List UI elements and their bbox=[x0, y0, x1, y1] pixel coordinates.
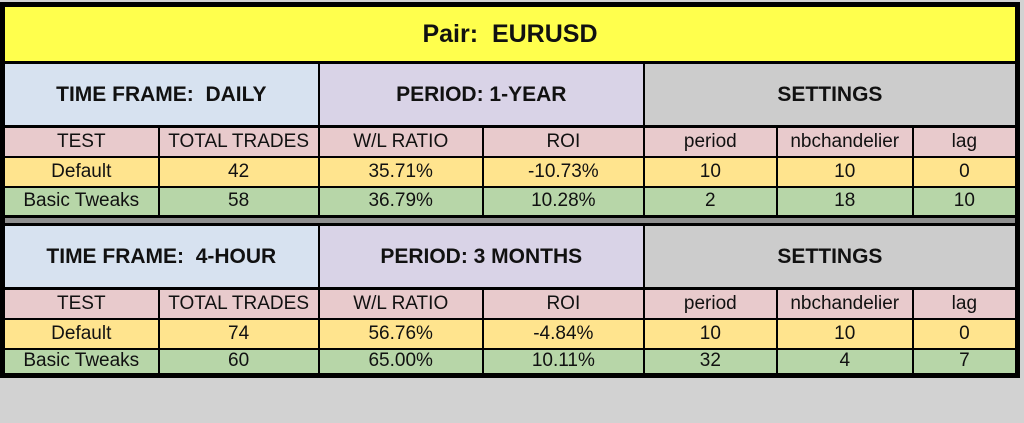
column-header-row-4hour: TEST TOTAL TRADES W/L RATIO ROI period n… bbox=[1, 287, 1019, 320]
period-header-1year: PERIOD: 1-YEAR bbox=[317, 61, 645, 128]
cell-roi: -4.84% bbox=[481, 317, 645, 350]
settings-header-daily: SETTINGS bbox=[642, 61, 1019, 128]
cell-lag: 7 bbox=[911, 347, 1019, 377]
col-header-wl-ratio: W/L RATIO bbox=[317, 287, 484, 320]
col-header-lag: lag bbox=[911, 125, 1019, 158]
cell-wl-ratio: 35.71% bbox=[317, 155, 484, 188]
col-header-nbchandelier: nbchandelier bbox=[775, 125, 914, 158]
col-header-total-trades: TOTAL TRADES bbox=[157, 287, 320, 320]
col-header-roi: ROI bbox=[481, 125, 645, 158]
cell-test: Basic Tweaks bbox=[1, 347, 160, 377]
cell-period: 32 bbox=[642, 347, 778, 377]
row-default-daily: Default 42 35.71% -10.73% 10 10 0 bbox=[1, 155, 1019, 188]
cell-nbchandelier: 18 bbox=[775, 185, 914, 218]
col-header-roi: ROI bbox=[481, 287, 645, 320]
row-basic-tweaks-4hour: Basic Tweaks 60 65.00% 10.11% 32 4 7 bbox=[1, 347, 1019, 377]
cell-lag: 0 bbox=[911, 155, 1019, 188]
settings-header-4hour: SETTINGS bbox=[642, 223, 1019, 290]
cell-test: Default bbox=[1, 155, 160, 188]
cell-roi: 10.28% bbox=[481, 185, 645, 218]
cell-test: Default bbox=[1, 317, 160, 350]
spreadsheet-region: Pair: EURUSD TIME FRAME: DAILY PERIOD: 1… bbox=[0, 2, 1020, 378]
section-header-4hour: TIME FRAME: 4-HOUR PERIOD: 3 MONTHS SETT… bbox=[1, 223, 1019, 290]
title-row: Pair: EURUSD bbox=[1, 3, 1019, 64]
cell-total-trades: 58 bbox=[157, 185, 320, 218]
cell-wl-ratio: 65.00% bbox=[317, 347, 484, 377]
col-header-wl-ratio: W/L RATIO bbox=[317, 125, 484, 158]
col-header-test: TEST bbox=[1, 125, 160, 158]
cell-wl-ratio: 36.79% bbox=[317, 185, 484, 218]
cell-nbchandelier: 10 bbox=[775, 155, 914, 188]
timeframe-header-4hour: TIME FRAME: 4-HOUR bbox=[1, 223, 320, 290]
cell-total-trades: 42 bbox=[157, 155, 320, 188]
divider-band bbox=[1, 215, 1019, 226]
cell-wl-ratio: 56.76% bbox=[317, 317, 484, 350]
timeframe-header-daily: TIME FRAME: DAILY bbox=[1, 61, 320, 128]
backtest-results-table: Pair: EURUSD TIME FRAME: DAILY PERIOD: 1… bbox=[0, 2, 1020, 378]
cell-test: Basic Tweaks bbox=[1, 185, 160, 218]
col-header-period: period bbox=[642, 125, 778, 158]
cell-lag: 10 bbox=[911, 185, 1019, 218]
row-basic-tweaks-daily: Basic Tweaks 58 36.79% 10.28% 2 18 10 bbox=[1, 185, 1019, 218]
period-header-3months: PERIOD: 3 MONTHS bbox=[317, 223, 645, 290]
cell-period: 10 bbox=[642, 317, 778, 350]
cell-roi: -10.73% bbox=[481, 155, 645, 188]
col-header-total-trades: TOTAL TRADES bbox=[157, 125, 320, 158]
col-header-lag: lag bbox=[911, 287, 1019, 320]
section-divider bbox=[1, 215, 1019, 226]
column-header-row-daily: TEST TOTAL TRADES W/L RATIO ROI period n… bbox=[1, 125, 1019, 158]
cell-total-trades: 60 bbox=[157, 347, 320, 377]
pair-title: Pair: EURUSD bbox=[1, 3, 1019, 64]
col-header-test: TEST bbox=[1, 287, 160, 320]
cell-lag: 0 bbox=[911, 317, 1019, 350]
cell-total-trades: 74 bbox=[157, 317, 320, 350]
cell-nbchandelier: 4 bbox=[775, 347, 914, 377]
col-header-nbchandelier: nbchandelier bbox=[775, 287, 914, 320]
cell-period: 2 bbox=[642, 185, 778, 218]
col-header-period: period bbox=[642, 287, 778, 320]
cell-roi: 10.11% bbox=[481, 347, 645, 377]
section-header-daily: TIME FRAME: DAILY PERIOD: 1-YEAR SETTING… bbox=[1, 61, 1019, 128]
cell-nbchandelier: 10 bbox=[775, 317, 914, 350]
row-default-4hour: Default 74 56.76% -4.84% 10 10 0 bbox=[1, 317, 1019, 350]
cell-period: 10 bbox=[642, 155, 778, 188]
